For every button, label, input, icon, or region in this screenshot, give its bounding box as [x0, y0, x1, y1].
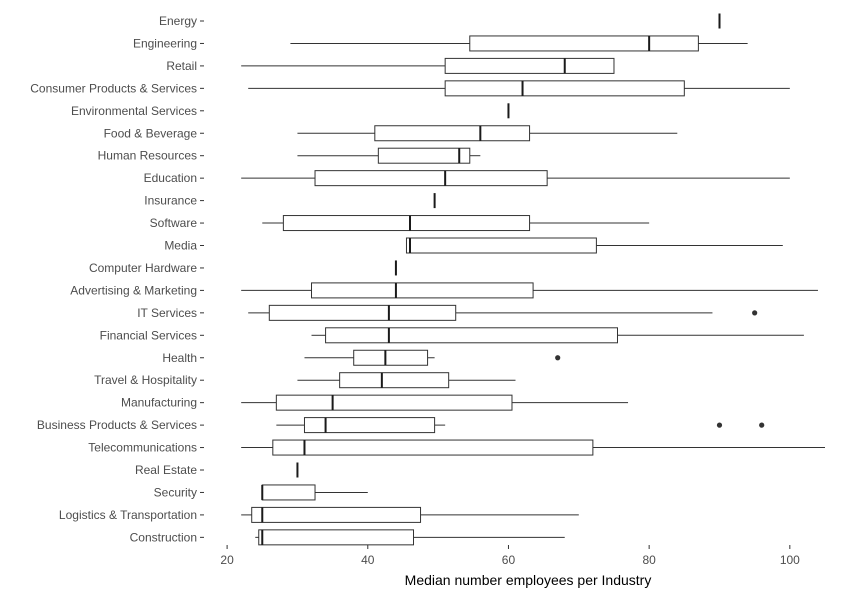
iqr-box — [339, 372, 450, 389]
box-group — [241, 282, 818, 299]
category-label: Security — [154, 485, 197, 499]
category-label: Education — [144, 171, 197, 185]
box-group — [405, 237, 783, 254]
iqr-box — [275, 394, 513, 411]
category-label: Retail — [166, 59, 197, 73]
iqr-box — [311, 282, 534, 299]
box-group — [290, 35, 748, 52]
box-group — [261, 484, 368, 501]
category-label: Advertising & Marketing — [70, 283, 197, 297]
category-label: Insurance — [144, 194, 197, 208]
box-group — [311, 327, 804, 344]
iqr-box — [469, 35, 699, 52]
iqr-box — [272, 439, 594, 456]
x-tick-label: 20 — [220, 553, 234, 567]
box-group — [241, 57, 615, 74]
iqr-box — [405, 237, 597, 254]
category-label: Energy — [159, 14, 197, 28]
category-label: Software — [150, 216, 198, 230]
category-label: Environmental Services — [71, 104, 197, 118]
box-group — [241, 170, 790, 187]
iqr-box — [444, 57, 615, 74]
iqr-box — [303, 417, 436, 434]
category-label: Real Estate — [135, 463, 197, 477]
iqr-box — [374, 125, 531, 142]
box-group — [248, 304, 758, 321]
outlier-point — [752, 310, 758, 316]
plot-area — [241, 13, 825, 546]
category-label: Computer Hardware — [89, 261, 197, 275]
box-group — [297, 125, 678, 142]
category-label: Food & Beverage — [104, 126, 198, 140]
outlier-point — [759, 422, 765, 428]
iqr-box — [282, 215, 531, 232]
outlier-point — [716, 422, 723, 428]
category-label: Financial Services — [100, 328, 197, 342]
category-label: Manufacturing — [121, 396, 197, 410]
category-label: Human Resources — [98, 149, 197, 163]
iqr-box — [325, 327, 618, 344]
category-label: Business Products & Services — [37, 418, 197, 432]
category-label: Health — [162, 351, 197, 365]
category-label: Logistics & Transportation — [59, 508, 197, 522]
iqr-box — [444, 80, 685, 97]
iqr-box — [258, 529, 415, 546]
category-label: Engineering — [133, 36, 197, 50]
category-label: Construction — [130, 530, 197, 544]
iqr-box — [377, 147, 471, 164]
iqr-box — [353, 349, 429, 366]
category-label: Consumer Products & Services — [30, 81, 197, 95]
box-group — [297, 372, 516, 389]
iqr-box — [314, 170, 548, 187]
x-axis-title: Median number employees per Industry — [405, 572, 652, 588]
iqr-box — [251, 506, 422, 523]
category-label: Media — [164, 239, 197, 253]
outlier-point — [555, 355, 561, 361]
box-group — [304, 349, 561, 366]
box-group — [255, 529, 565, 546]
box-group — [241, 506, 579, 523]
category-axis: Energy Engineering Retail Consumer Products… — [30, 14, 204, 544]
iqr-box — [268, 304, 457, 321]
box-group — [248, 80, 790, 97]
x-tick-label: 40 — [361, 553, 375, 567]
iqr-box — [261, 484, 316, 501]
x-axis: 20 40 60 80 100 — [220, 545, 800, 567]
x-tick-label: 80 — [642, 553, 656, 567]
box-group — [276, 417, 765, 434]
box-group — [262, 215, 650, 232]
box-group — [241, 394, 629, 411]
box-group — [241, 439, 825, 456]
x-tick-label: 60 — [502, 553, 516, 567]
category-label: IT Services — [137, 306, 197, 320]
category-label: Travel & Hospitality — [94, 373, 197, 387]
box-group — [297, 147, 481, 164]
x-tick-label: 100 — [780, 553, 800, 567]
category-label: Telecommunications — [88, 441, 197, 455]
